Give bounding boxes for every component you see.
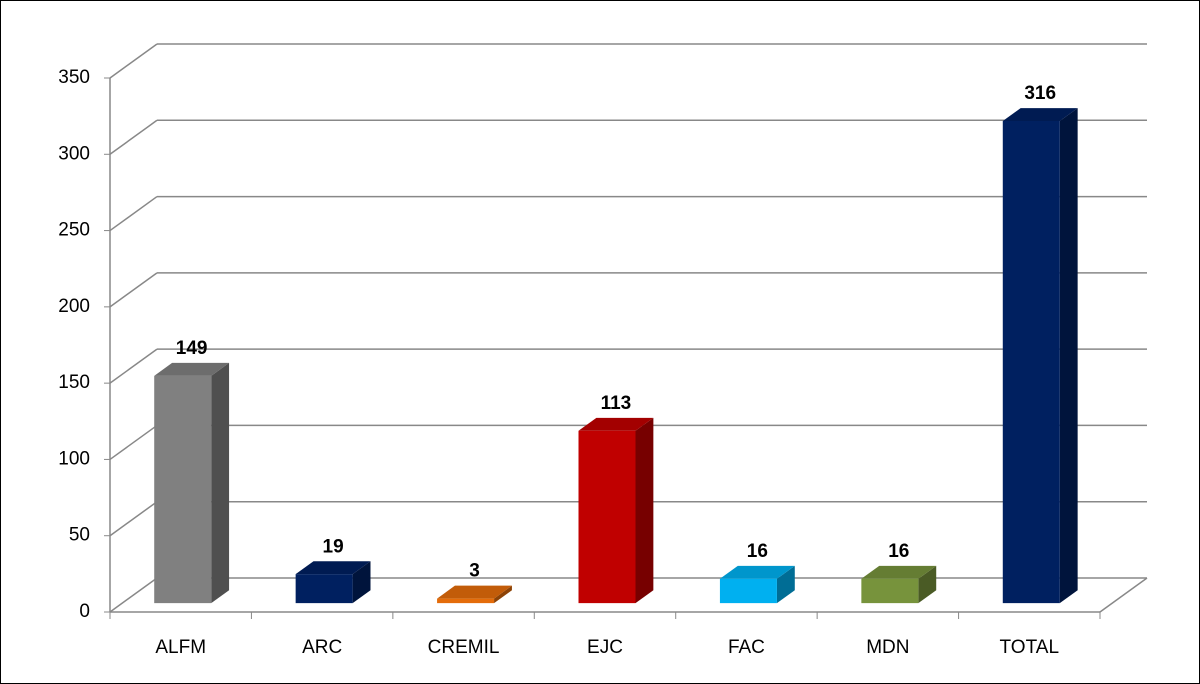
bar-side [494,585,512,604]
data-label: 3 [469,561,480,582]
x-tick-label: ARC [302,637,342,658]
bar-top [154,362,230,376]
grid-line [109,424,158,461]
bar [154,375,212,604]
y-tick-label: 150 [58,372,90,393]
grid-line [109,272,158,308]
y-tick-label: 350 [58,67,90,88]
bar [578,430,636,604]
y-tick-label: 50 [69,525,90,546]
bar [1002,121,1060,604]
data-label: 19 [323,536,344,557]
bar-side [352,561,371,604]
y-tick-label: 100 [58,448,90,469]
grid-line [109,577,158,613]
grid-line [109,195,158,232]
bar-top [437,585,512,599]
bar-side [918,565,937,604]
x-tick-label: ALFM [155,637,206,658]
grid-line [109,348,158,384]
data-label: 113 [601,393,632,414]
bar-side [1059,108,1078,604]
bar-side [776,565,795,604]
y-tick-label: 0 [79,601,90,622]
bar-side [211,362,230,604]
bar-top [1002,108,1078,122]
bar-side [635,417,654,604]
bar [861,578,919,604]
grid-line [109,119,158,155]
x-tick-label: EJC [587,637,623,658]
data-label: 16 [747,541,768,562]
grid-line [109,501,158,537]
y-tick-label: 300 [58,143,90,164]
grid-line [109,43,158,79]
y-tick-label: 250 [58,220,90,241]
data-label: 149 [176,338,208,359]
x-tick-label: CREMIL [428,637,500,658]
y-tick-label: 200 [58,296,90,317]
bar-top [719,565,795,579]
x-tick-label: MDN [866,637,909,658]
bar [295,574,353,604]
bar [719,578,777,604]
bar-top [295,561,371,575]
bar [437,598,495,604]
bar-top [578,417,654,431]
floor-edge [1099,577,1148,613]
x-tick-label: TOTAL [1000,637,1059,658]
data-label: 316 [1024,83,1056,104]
x-tick-label: FAC [728,637,765,658]
data-label: 16 [888,541,909,562]
bar-top [861,565,937,579]
